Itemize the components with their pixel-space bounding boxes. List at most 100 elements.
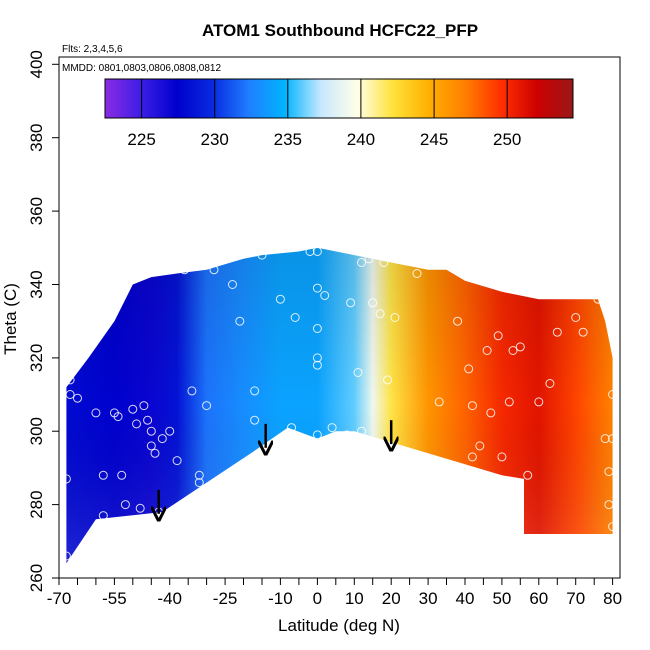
sample-point (353, 368, 363, 377)
sample-point (98, 470, 108, 480)
sample-point (128, 404, 138, 414)
y-tick-label: 300 (27, 417, 46, 445)
sample-point (434, 397, 444, 407)
x-tick-label: 60 (529, 589, 548, 608)
sample-point (172, 456, 182, 466)
sample-point (593, 294, 603, 304)
y-tick-label: 380 (27, 124, 46, 152)
sample-point (98, 511, 108, 521)
sample-point (165, 426, 175, 436)
sample-point (228, 280, 237, 289)
sample-point (600, 434, 610, 444)
sample-point (379, 258, 389, 267)
colorbar-tick-label: 235 (274, 130, 302, 149)
sample-point (504, 397, 514, 407)
colorbar-ticks: 225 230 235 240 245 250 (127, 79, 521, 149)
y-tick-label: 400 (27, 50, 46, 78)
y-tick-label: 280 (27, 490, 46, 518)
sample-point (305, 247, 315, 256)
y-axis-label: Theta (C) (1, 283, 20, 355)
x-tick-label: -40 (157, 589, 182, 608)
sample-point (604, 500, 614, 510)
sample-point (113, 412, 123, 422)
sample-point (312, 430, 322, 440)
sample-point (250, 386, 260, 396)
x-tick-label: 0 (313, 589, 322, 608)
sample-point (312, 283, 322, 293)
sample-point (202, 401, 212, 411)
x-tick-label: 10 (345, 589, 364, 608)
sample-point (275, 294, 285, 304)
sample-point (508, 346, 518, 355)
sample-point (453, 316, 463, 326)
sample-point (493, 331, 503, 341)
sample-point (257, 250, 267, 260)
sample-point (390, 313, 400, 322)
sample-point (604, 467, 614, 477)
sample-point (375, 309, 385, 319)
y-tick-label: 320 (27, 344, 46, 372)
sample-point (464, 364, 474, 374)
colorbar-tick-label: 230 (201, 130, 229, 149)
sample-point (135, 503, 145, 513)
sample-point (482, 346, 492, 355)
sample-point (132, 419, 141, 429)
x-tick-label: -70 (47, 589, 72, 608)
sample-point (150, 448, 160, 458)
sample-point (157, 434, 167, 444)
sample-point (287, 423, 296, 433)
sample-point (65, 390, 75, 399)
sample-point (357, 426, 367, 436)
colorbar-tick-label: 225 (127, 130, 155, 149)
sample-point (364, 254, 374, 264)
colorbar-tick-label: 245 (420, 130, 448, 149)
y-tick-label: 340 (27, 270, 46, 298)
colorbar-gradient (104, 78, 574, 119)
sample-point (545, 379, 555, 388)
colorbar-tick-label: 240 (347, 130, 375, 149)
flight-arrows (159, 420, 392, 514)
sample-point (346, 298, 356, 308)
sample-point (497, 452, 507, 462)
x-tick-label: 50 (492, 589, 511, 608)
sample-point (312, 324, 322, 333)
sample-point (475, 441, 485, 451)
sample-point (246, 456, 256, 466)
sample-point (65, 375, 75, 385)
chart-title: ATOM1 Southbound HCFC22_PFP (202, 21, 478, 40)
sample-point (486, 408, 496, 418)
x-tick-label: 70 (566, 589, 585, 608)
sample-point (312, 360, 322, 370)
x-tick-label: -25 (213, 589, 238, 608)
sample-point (552, 327, 562, 337)
y-axis: 260 280 300 320 340 360 380 400 (27, 50, 60, 592)
sample-point (120, 500, 130, 510)
sample-point (117, 470, 127, 480)
y-tick-label: 360 (27, 197, 46, 225)
sample-point (412, 269, 422, 278)
sample-point (180, 265, 189, 275)
sample-point (194, 478, 204, 488)
sample-point (383, 375, 392, 385)
x-tick-label: 40 (456, 589, 475, 608)
sample-point (515, 342, 525, 352)
sample-point (61, 474, 71, 484)
sample-point (290, 313, 300, 322)
sample-point (61, 551, 71, 561)
sample-point (235, 316, 245, 326)
sample-point (320, 291, 330, 300)
x-tick-label: 30 (419, 589, 438, 608)
sample-point (327, 423, 337, 433)
sample-point (467, 401, 477, 411)
x-tick-label: -55 (102, 589, 127, 608)
sample-point (312, 353, 322, 363)
sample-point (608, 390, 618, 399)
y-tick-label: 260 (27, 564, 46, 592)
sample-point (523, 470, 533, 480)
sample-point (194, 470, 204, 480)
sample-point (73, 393, 82, 403)
sample-point (578, 327, 588, 337)
sample-point (146, 441, 156, 451)
sample-point (312, 247, 322, 256)
